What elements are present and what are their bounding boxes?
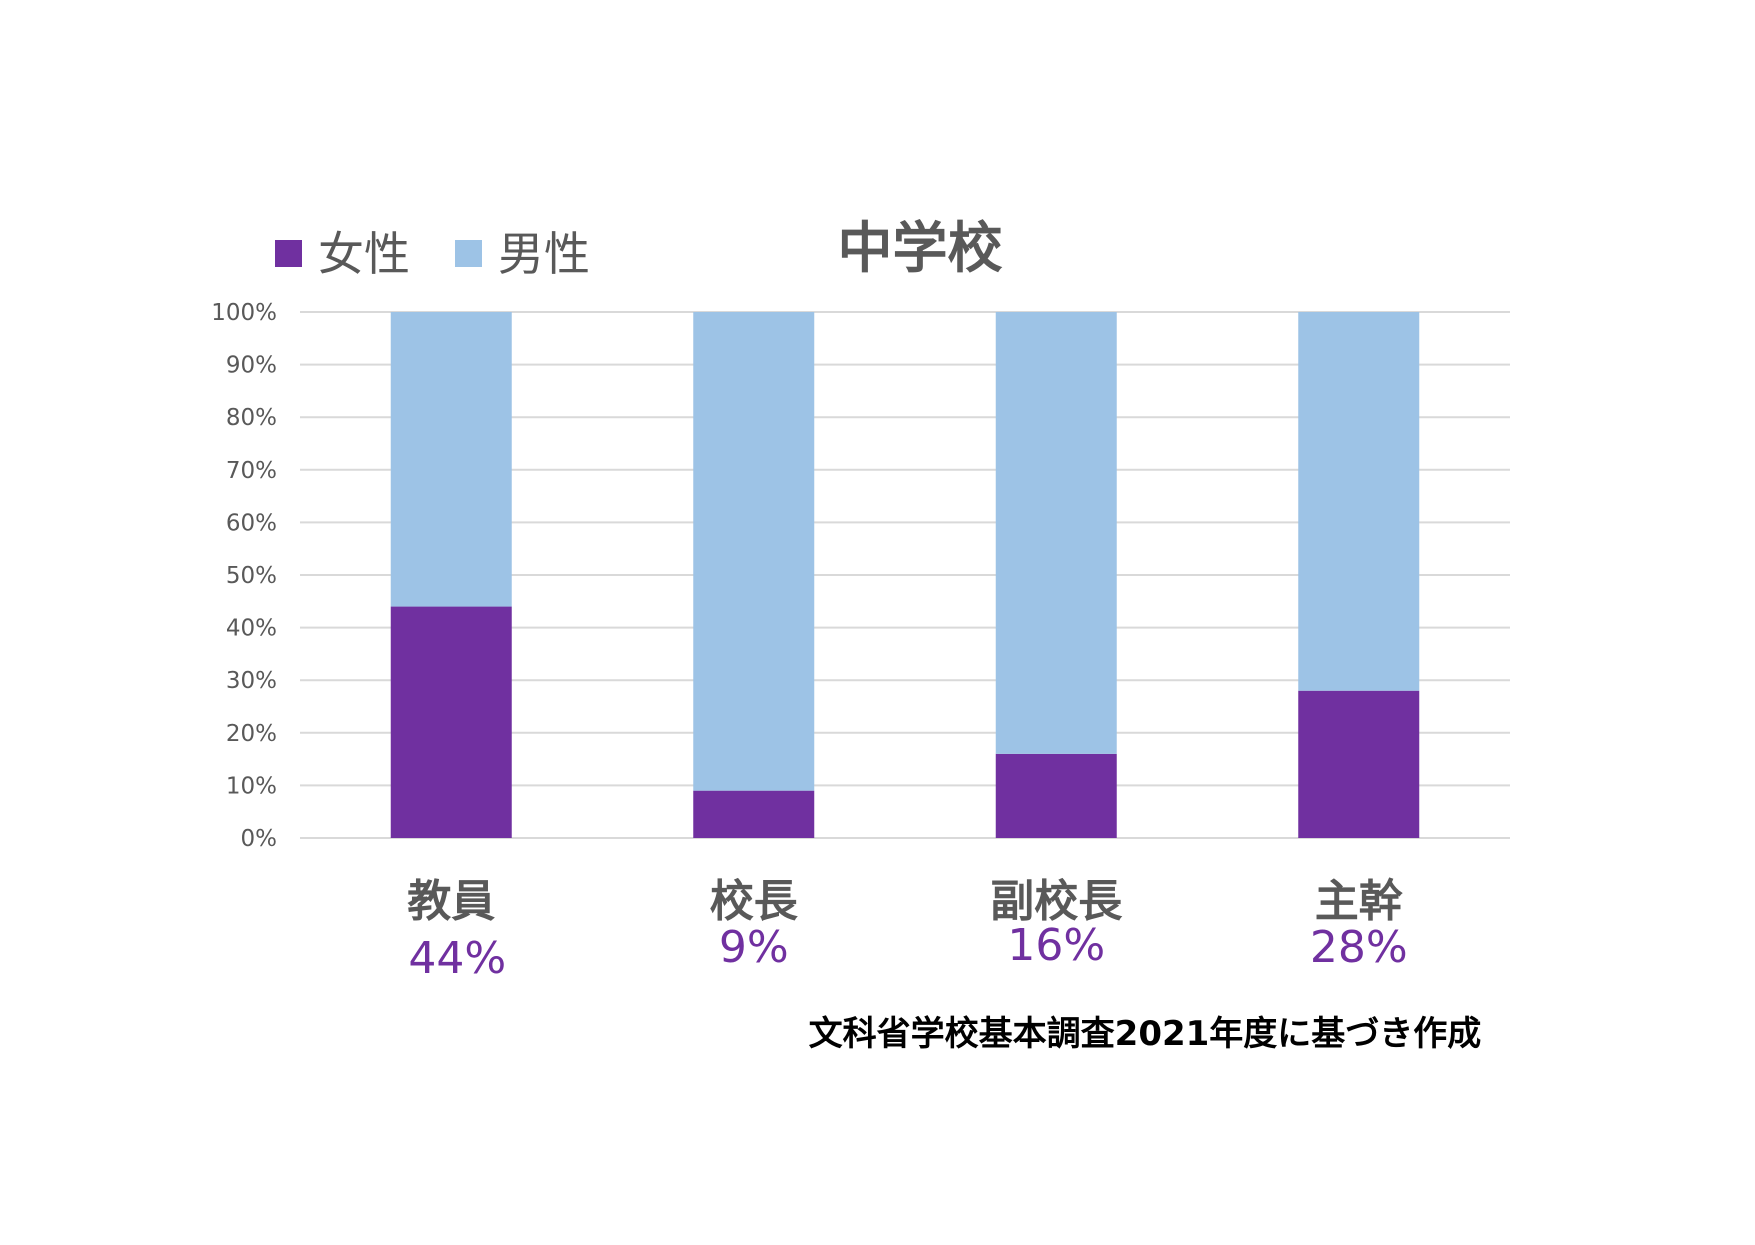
bar-segment-male (693, 312, 815, 791)
legend-label: 男性 (498, 227, 590, 281)
bar-segment-female (390, 606, 512, 838)
y-tick-label: 80% (226, 405, 277, 431)
category-label: 副校長 (990, 876, 1123, 927)
category-label: 校長 (710, 876, 799, 927)
y-tick-label: 50% (226, 563, 277, 589)
y-tick-label: 100% (211, 300, 277, 326)
y-tick-label: 30% (226, 668, 277, 694)
value-label: 9% (719, 922, 789, 973)
legend-label: 女性 (318, 227, 410, 281)
category-label: 教員 (407, 876, 495, 927)
y-tick-label: 10% (226, 773, 277, 799)
bar-segment-female (693, 790, 815, 838)
value-label: 44% (408, 933, 506, 984)
legend-swatch (275, 240, 302, 267)
value-label: 28% (1310, 922, 1408, 973)
bar-segment-female (995, 753, 1117, 838)
y-tick-label: 70% (226, 458, 277, 484)
category-label: 主幹 (1315, 876, 1404, 927)
bars (390, 312, 1420, 838)
legend: 女性 男性 (275, 227, 590, 281)
bar-segment-male (390, 312, 512, 607)
bar-segment-female (1298, 690, 1420, 838)
y-tick-label: 90% (226, 353, 277, 379)
y-tick-label: 40% (226, 616, 277, 642)
value-label: 16% (1007, 920, 1105, 971)
value-labels: 44% 9% 16% 28% (408, 920, 1407, 984)
bar-segment-male (1298, 312, 1420, 691)
y-tick-label: 0% (241, 826, 278, 852)
category-labels: 教員 校長 副校長 主幹 (407, 876, 1403, 927)
chart-title: 中学校 (837, 216, 1002, 280)
bar-segment-male (995, 312, 1117, 754)
y-tick-label: 60% (226, 510, 277, 536)
source-note: 文科省学校基本調査2021年度に基づき作成 (809, 1014, 1482, 1054)
y-tick-label: 20% (226, 721, 277, 747)
legend-swatch (455, 240, 482, 267)
y-axis-tick-labels: 0% 10% 20% 30% 40% 50% 60% 70% 80% 90% 100% (211, 300, 277, 852)
